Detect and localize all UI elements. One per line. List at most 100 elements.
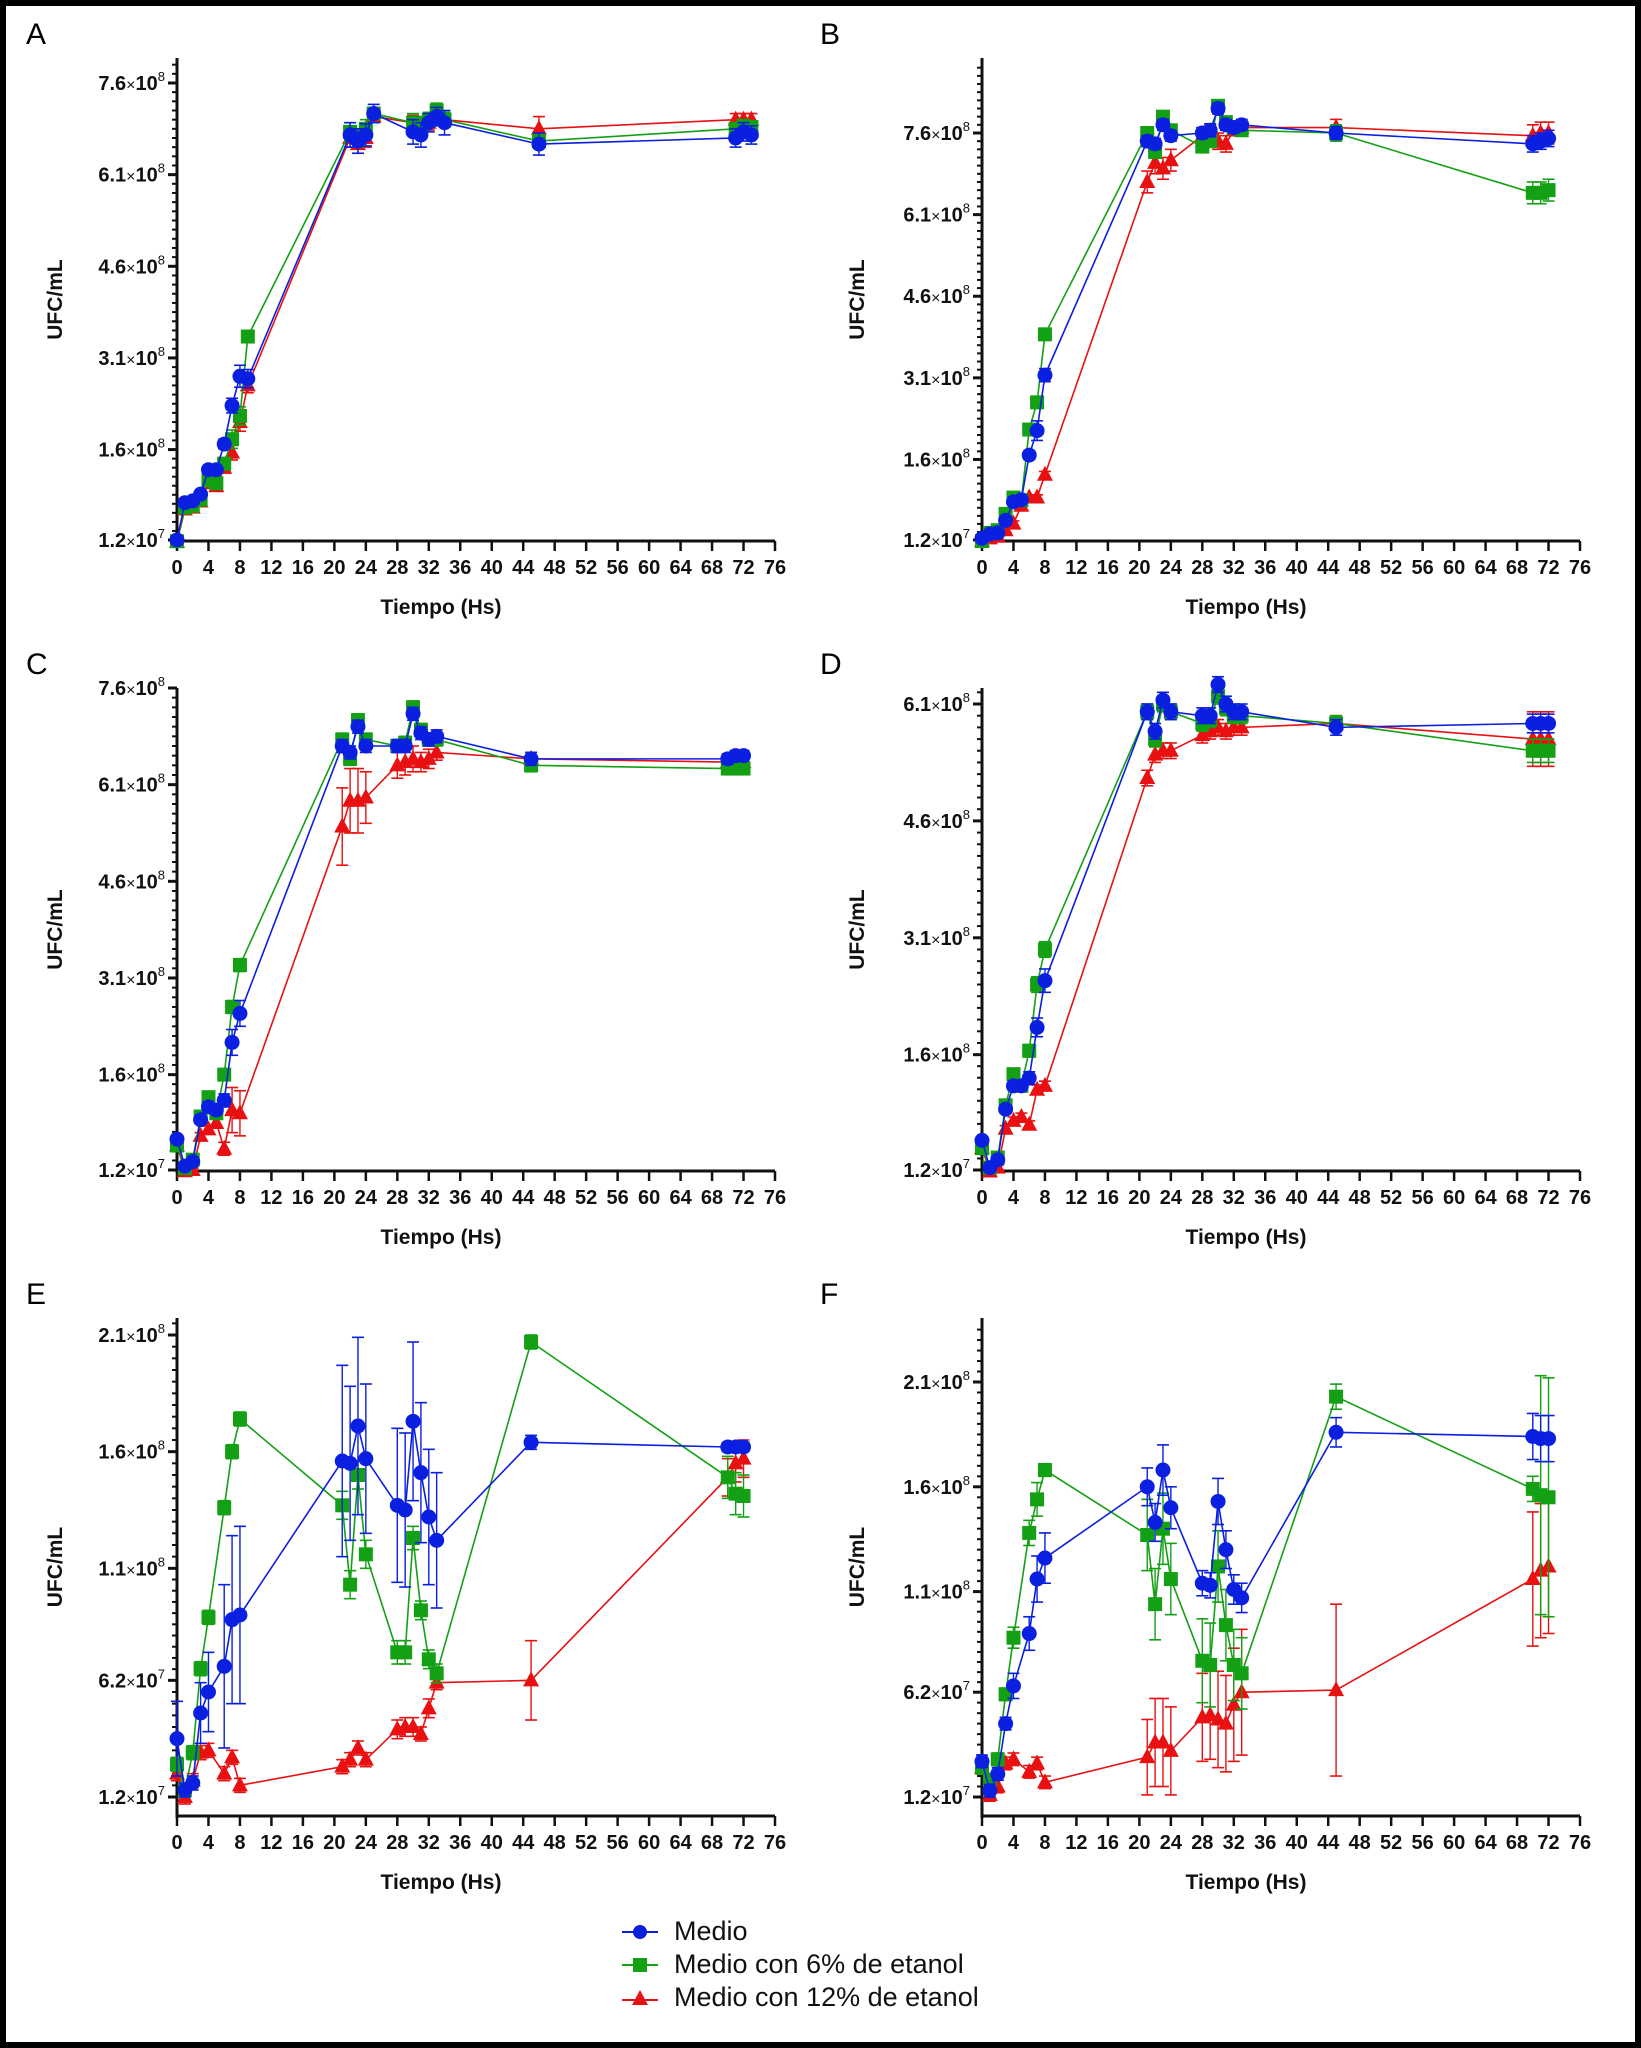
- series-0: [169, 1336, 752, 1798]
- data-point-triangle: [1139, 1748, 1156, 1764]
- x-tick-label: 36: [1254, 1187, 1276, 1209]
- triangle-marker-icon: [622, 1989, 658, 2005]
- data-point-triangle: [1162, 151, 1179, 167]
- x-tick-label: 52: [575, 1187, 597, 1209]
- data-point-circle: [1147, 136, 1163, 152]
- data-point-square: [1234, 1666, 1249, 1681]
- data-point-circle: [169, 532, 185, 548]
- data-point-circle: [998, 1716, 1014, 1732]
- x-tick-label: 36: [1254, 557, 1276, 579]
- series-2: [169, 107, 760, 548]
- y-tick-label: 6.1×108: [98, 771, 165, 797]
- series-line: [981, 1565, 1549, 1797]
- x-axis-title: Tiempo (Hs): [381, 1871, 502, 1894]
- x-tick-label: 36: [449, 557, 471, 579]
- x-tick-label: 68: [1506, 1832, 1528, 1854]
- data-point-circle: [1021, 447, 1037, 463]
- series-0: [974, 101, 1557, 546]
- data-point-circle: [366, 106, 382, 122]
- data-point-circle: [169, 1131, 185, 1147]
- y-tick-label: 1.6×108: [903, 1473, 970, 1499]
- x-tick-label: 8: [1039, 557, 1050, 579]
- y-tick-label: 1.2×107: [903, 526, 970, 552]
- x-tick-label: 60: [1443, 1187, 1465, 1209]
- x-tick-label: 16: [292, 557, 314, 579]
- series-line: [981, 722, 1549, 1173]
- series-0: [169, 706, 752, 1174]
- x-tick-label: 52: [575, 1832, 597, 1854]
- x-tick-label: 36: [1254, 1832, 1276, 1854]
- x-tick-label: 60: [638, 1832, 660, 1854]
- x-tick-label: 0: [171, 1187, 182, 1209]
- data-point-square: [413, 1603, 428, 1618]
- data-point-triangle: [357, 1750, 374, 1766]
- data-point-circle: [982, 1783, 998, 1799]
- series-line: [176, 112, 752, 541]
- data-point-circle: [523, 751, 539, 767]
- x-tick-label: 44: [512, 1187, 535, 1209]
- y-tick-label: 4.6×108: [98, 252, 165, 278]
- data-point-square: [1148, 1597, 1163, 1612]
- data-point-circle: [413, 1465, 429, 1481]
- x-tick-label: 76: [1569, 1187, 1591, 1209]
- x-tick-label: 28: [1191, 1187, 1213, 1209]
- y-tick-label: 1.2×107: [98, 1783, 165, 1809]
- x-tick-label: 72: [1537, 1832, 1559, 1854]
- data-point-triangle: [349, 1739, 366, 1754]
- series-line: [176, 1421, 744, 1792]
- data-point-triangle: [735, 1449, 752, 1465]
- y-tick-label: 1.6×108: [98, 1061, 165, 1087]
- x-tick-label: 0: [976, 1187, 987, 1209]
- x-tick-label: 60: [1443, 557, 1465, 579]
- y-tick-label: 6.1×108: [903, 201, 970, 227]
- legend-item-12pct: Medio con 12% de etanol: [620, 1981, 1120, 2014]
- panel-letter: E: [26, 1278, 47, 1311]
- series-0: [169, 103, 759, 548]
- data-point-triangle: [1162, 1741, 1179, 1757]
- x-tick-label: 48: [544, 1832, 566, 1854]
- x-tick-label: 40: [481, 1832, 503, 1854]
- data-point-circle: [736, 748, 752, 764]
- data-point-circle: [193, 486, 209, 502]
- data-point-circle: [437, 115, 453, 131]
- data-point-square: [1541, 1490, 1556, 1505]
- data-point-triangle: [1154, 159, 1171, 175]
- series-1: [975, 1374, 1556, 1788]
- data-point-triangle: [1036, 1773, 1053, 1789]
- x-tick-label: 8: [234, 1832, 245, 1854]
- y-tick-label: 6.1×108: [98, 161, 165, 187]
- data-point-square: [1211, 1559, 1226, 1574]
- x-tick-label: 28: [386, 1187, 408, 1209]
- data-point-circle: [421, 1509, 437, 1525]
- x-tick-label: 4: [1008, 1187, 1020, 1209]
- x-tick-label: 12: [260, 1832, 282, 1854]
- data-point-triangle: [1194, 726, 1211, 742]
- x-tick-label: 24: [1160, 557, 1183, 579]
- x-tick-label: 52: [1380, 557, 1402, 579]
- data-point-triangle: [1139, 172, 1156, 188]
- x-tick-label: 52: [1380, 1832, 1402, 1854]
- x-axis-title: Tiempo (Hs): [381, 596, 502, 619]
- x-tick-label: 8: [1039, 1832, 1050, 1854]
- data-point-circle: [1037, 367, 1053, 383]
- data-point-triangle: [216, 1139, 233, 1155]
- y-tick-label: 3.1×108: [903, 924, 970, 950]
- x-tick-label: 12: [1065, 1832, 1087, 1854]
- data-point-square: [406, 1531, 421, 1545]
- data-point-triangle: [412, 1725, 429, 1740]
- x-tick-label: 52: [575, 557, 597, 579]
- series-1: [975, 98, 1556, 549]
- data-point-circle: [397, 1502, 413, 1518]
- data-point-triangle: [1021, 1762, 1038, 1778]
- x-tick-label: 0: [171, 557, 182, 579]
- data-point-triangle: [1147, 745, 1164, 761]
- data-point-circle: [216, 436, 232, 452]
- data-point-circle: [1218, 1542, 1234, 1558]
- x-tick-label: 20: [1128, 557, 1150, 579]
- panel-letter: C: [26, 648, 48, 681]
- x-tick-label: 20: [323, 1187, 345, 1209]
- x-tick-label: 28: [1191, 1832, 1213, 1854]
- data-point-triangle: [334, 817, 351, 833]
- legend: Medio Medio con 6% de etanol Medio con 1…: [620, 1915, 1120, 2014]
- x-tick-label: 60: [638, 557, 660, 579]
